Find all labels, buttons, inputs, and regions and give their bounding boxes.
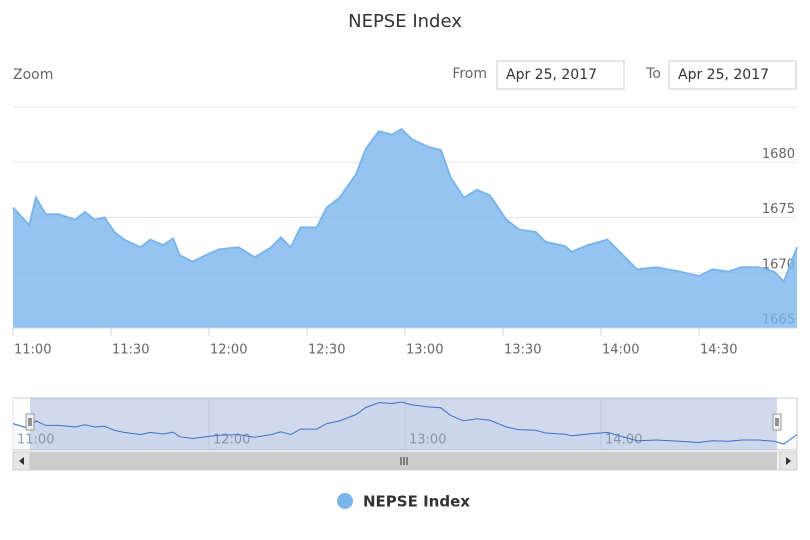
legend-label[interactable]: NEPSE Index	[363, 493, 470, 511]
navigator-handle-grip	[28, 418, 32, 426]
navigator-handle[interactable]	[772, 413, 782, 431]
y-tick-label: 1670	[762, 257, 795, 272]
scroll-left-arrow	[19, 457, 24, 465]
to-date[interactable]: Apr 25, 2017	[678, 67, 769, 83]
navigator-tick-label: 12:00	[213, 433, 250, 448]
x-tick-label: 13:00	[406, 343, 443, 358]
navigator-mask	[30, 398, 777, 450]
x-tick-label: 14:00	[602, 343, 639, 358]
navigator-series-line	[12, 401, 798, 445]
area-line	[12, 127, 798, 284]
navigator[interactable]: 11:00 12:00 13:00 14:00	[12, 398, 798, 450]
navigator-series-fill	[13, 402, 797, 450]
x-tick-label: 12:00	[210, 343, 247, 358]
chart-title: NEPSE Index	[348, 11, 462, 32]
x-tick-label: 12:30	[308, 343, 345, 358]
x-tick-label: 11:00	[14, 343, 51, 358]
legend[interactable]: NEPSE Index	[337, 493, 470, 511]
from-label: From	[452, 66, 487, 82]
y-tick-label: 1680	[762, 147, 795, 162]
navigator-handle-grip	[775, 418, 779, 426]
navigator-tick-label: 13:00	[409, 433, 446, 448]
from-input[interactable]	[496, 60, 625, 90]
x-tick-label: 14:30	[700, 343, 737, 358]
legend-marker[interactable]	[337, 493, 353, 509]
navigator-tick-label: 14:00	[605, 433, 642, 448]
from-date[interactable]: Apr 25, 2017	[506, 67, 597, 83]
navigator-handle[interactable]	[25, 413, 35, 431]
area-fill	[13, 129, 797, 328]
to-input[interactable]	[668, 60, 797, 90]
zoom-label: Zoom	[13, 67, 53, 83]
x-tick-label: 11:30	[112, 343, 149, 358]
x-tick-label: 13:30	[504, 343, 541, 358]
plot-area: 166516701675168011:0011:3012:0012:3013:0…	[12, 127, 798, 358]
scrollbar-grip	[400, 457, 408, 465]
y-tick-label: 1675	[762, 202, 795, 217]
navigator-tick-label: 11:00	[17, 433, 54, 448]
to-label: To	[645, 66, 661, 82]
scroll-right-arrow	[786, 457, 791, 465]
